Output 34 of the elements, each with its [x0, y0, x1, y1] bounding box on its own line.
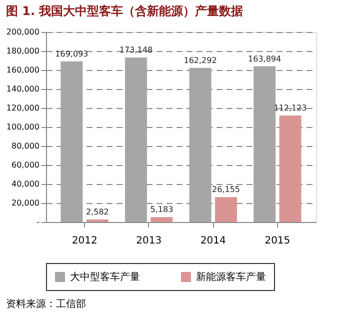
x-tick-label: 2015	[264, 236, 290, 246]
data-label: 162,292	[184, 56, 217, 65]
y-tick-label: 120,000	[6, 104, 40, 112]
y-tick-label: 80,000	[12, 142, 40, 150]
x-tick-label: 2014	[200, 236, 226, 246]
y-tick-label: 160,000	[6, 66, 40, 74]
bar	[125, 58, 147, 222]
bar	[189, 68, 212, 222]
text: 资料来源：工信部	[6, 298, 86, 310]
data-label: 2,582	[86, 208, 109, 217]
y-tick-label: 60,000	[12, 160, 40, 170]
bar	[254, 66, 276, 222]
legend-label: 大中型客车产量	[70, 271, 140, 283]
data-label: 163,894	[248, 54, 282, 64]
y-tick-label: -	[36, 218, 40, 226]
data-label: 173,148	[119, 46, 153, 55]
x-tick-label: 2013	[136, 236, 162, 246]
bar	[215, 197, 237, 222]
data-label: 26,155	[212, 185, 240, 194]
y-tick-label: 200,000	[6, 28, 40, 36]
bar	[150, 217, 173, 222]
y-tick-label: 100,000	[6, 122, 40, 132]
y-tick-label: 140,000	[6, 84, 40, 94]
y-tick-label: 40,000	[12, 180, 40, 188]
data-label: 169,093	[55, 49, 88, 58]
chart-title: 图 1. 我国大中型客车（含新能源）产量数据	[6, 4, 244, 18]
y-tick-label: 180,000	[6, 46, 40, 56]
data-label: 112,123	[274, 103, 307, 112]
legend-label: 新能源客车产量	[196, 271, 266, 283]
bar	[279, 115, 302, 222]
data-label: 5,183	[150, 205, 174, 214]
bar	[60, 61, 83, 222]
y-tick-label: 20,000	[12, 198, 40, 208]
x-tick-label: 2012	[72, 236, 98, 246]
